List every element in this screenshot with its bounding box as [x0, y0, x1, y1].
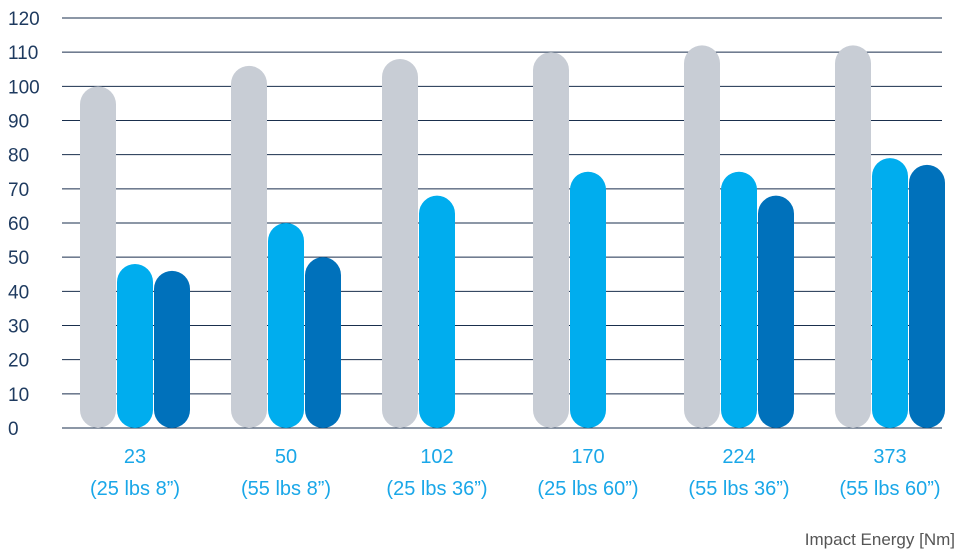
- y-tick-label: 40: [8, 282, 29, 303]
- x-category-value: 102: [420, 446, 453, 468]
- y-tick-label: 0: [8, 419, 19, 440]
- y-tick-label: 80: [8, 146, 29, 167]
- y-tick-label: 120: [8, 9, 40, 30]
- bar-23-series-1: [80, 86, 116, 428]
- y-tick-label: 60: [8, 214, 29, 235]
- y-tick-label: 30: [8, 317, 29, 338]
- bar-373-series-3: [909, 164, 945, 428]
- x-axis-label: Impact Energy [Nm]: [805, 530, 955, 549]
- bar-102-series-2: [419, 195, 455, 428]
- y-tick-label: 10: [8, 385, 29, 406]
- x-category-detail: (55 lbs 60”): [839, 478, 940, 500]
- bars: [80, 45, 945, 429]
- y-axis-ticks: 0 10 20 30 40 50 60 70 80 90 100 110 120: [8, 9, 40, 440]
- x-category-value: 170: [571, 446, 604, 468]
- bar-170-series-1: [533, 52, 569, 429]
- x-category-detail: (55 lbs 36”): [688, 478, 789, 500]
- x-category-detail: (55 lbs 8”): [241, 478, 331, 500]
- bar-50-series-2: [268, 223, 304, 428]
- bar-102-series-1: [382, 59, 418, 428]
- x-category-value: 224: [722, 446, 755, 468]
- y-tick-label: 100: [8, 77, 40, 98]
- bar-224-series-1: [684, 45, 720, 428]
- x-category-detail: (25 lbs 60”): [537, 478, 638, 500]
- x-category-value: 373: [873, 446, 906, 468]
- y-tick-label: 20: [8, 351, 29, 372]
- gridlines: [62, 17, 942, 429]
- y-tick-label: 70: [8, 180, 29, 201]
- bar-50-series-3: [305, 257, 341, 428]
- bar-224-series-2: [721, 171, 757, 428]
- x-category-value: 50: [275, 446, 297, 468]
- x-axis-categories: 23 (25 lbs 8”) 50 (55 lbs 8”) 102 (25 lbs 36”…: [90, 446, 941, 500]
- bar-373-series-1: [835, 45, 871, 428]
- y-tick-label: 90: [8, 112, 29, 133]
- bar-23-series-2: [117, 264, 153, 428]
- bar-50-series-1: [231, 65, 267, 428]
- bar-23-series-3: [154, 270, 190, 428]
- bar-224-series-3: [758, 195, 794, 428]
- y-tick-label: 50: [8, 248, 29, 269]
- x-category-value: 23: [124, 446, 146, 468]
- x-category-detail: (25 lbs 8”): [90, 478, 180, 500]
- bar-170-series-2: [570, 171, 606, 428]
- y-tick-label: 110: [8, 43, 38, 64]
- bar-373-series-2: [872, 158, 908, 429]
- x-category-detail: (25 lbs 36”): [386, 478, 487, 500]
